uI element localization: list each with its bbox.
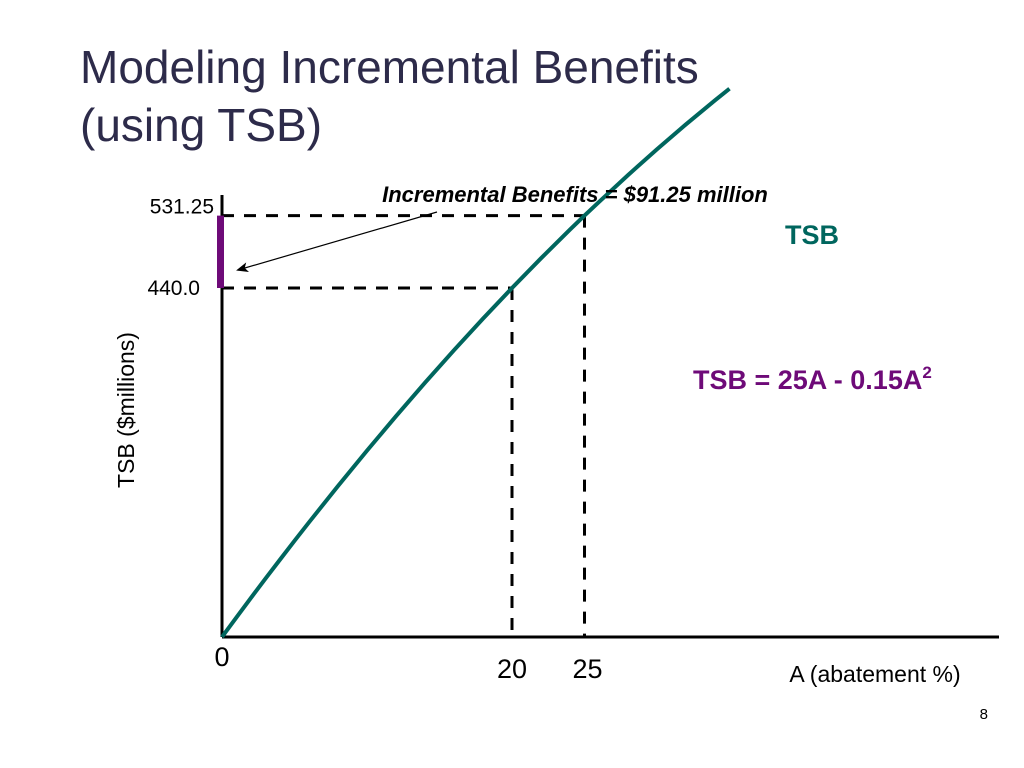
incremental-benefit-bar xyxy=(217,215,224,288)
equation-body: TSB = 25A - 0.15A xyxy=(693,365,922,395)
slide-title-line-2: (using TSB) xyxy=(80,99,323,151)
x-axis-label: A (abatement %) xyxy=(789,661,960,687)
page-number: 8 xyxy=(979,706,988,723)
annotation-text: Incremental Benefits = $91.25 million xyxy=(382,182,768,207)
series-label-tsb: TSB xyxy=(785,220,839,250)
slide-title-line-1: Modeling Incremental Benefits xyxy=(80,41,699,93)
equation-superscript: 2 xyxy=(922,363,931,382)
x-tick-label-25: 25 xyxy=(572,654,602,684)
origin-label: 0 xyxy=(214,642,229,672)
x-tick-label-20: 20 xyxy=(497,654,527,684)
y-tick-label-531-25: 531.25 xyxy=(150,196,214,219)
equation-text: TSB = 25A - 0.15A2 xyxy=(693,363,932,395)
y-tick-label-440: 440.0 xyxy=(147,277,200,300)
tsb-curve xyxy=(220,87,731,639)
y-axis-label: TSB ($millions) xyxy=(113,332,139,488)
slide-title: Modeling Incremental Benefits (using TSB… xyxy=(80,38,699,154)
annotation-arrow xyxy=(236,211,438,273)
